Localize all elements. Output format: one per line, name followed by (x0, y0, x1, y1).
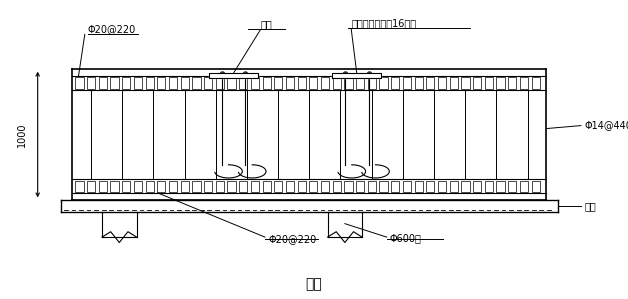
Bar (508, 181, 516, 192)
Bar (426, 181, 435, 192)
Bar (146, 77, 154, 89)
Bar (75, 181, 84, 192)
Bar (333, 77, 341, 89)
Bar (239, 181, 247, 192)
Bar (122, 181, 131, 192)
Bar (379, 77, 387, 89)
Bar (204, 77, 212, 89)
Bar (344, 181, 352, 192)
Bar (157, 77, 165, 89)
Bar (227, 181, 236, 192)
Bar (216, 77, 224, 89)
Bar (251, 77, 259, 89)
Bar (263, 77, 271, 89)
Bar (263, 181, 271, 192)
Text: 四组地脚螺栓（16根）: 四组地脚螺栓（16根） (351, 18, 416, 28)
Text: Φ20@220: Φ20@220 (88, 24, 136, 34)
Bar (485, 77, 493, 89)
Bar (111, 77, 119, 89)
Bar (204, 181, 212, 192)
Bar (134, 181, 142, 192)
Bar (298, 181, 306, 192)
Bar (508, 77, 516, 89)
Bar (414, 181, 423, 192)
Bar (403, 77, 411, 89)
Bar (286, 77, 294, 89)
Bar (356, 181, 364, 192)
Bar (531, 181, 539, 192)
Bar (99, 77, 107, 89)
Bar (321, 77, 329, 89)
Bar (462, 181, 470, 192)
Bar (403, 181, 411, 192)
Text: Φ20@220: Φ20@220 (268, 234, 317, 244)
Bar (157, 181, 165, 192)
Bar (192, 181, 200, 192)
Bar (333, 181, 341, 192)
Bar (274, 77, 283, 89)
Text: Φ600桦: Φ600桦 (390, 234, 422, 244)
Bar (181, 77, 189, 89)
Bar (146, 181, 154, 192)
Bar (520, 77, 528, 89)
Bar (473, 77, 481, 89)
Text: Φ14@440: Φ14@440 (584, 120, 628, 131)
Bar (239, 77, 247, 89)
Bar (169, 181, 177, 192)
Polygon shape (332, 73, 381, 78)
Bar (391, 181, 399, 192)
Text: 垫层: 垫层 (584, 201, 596, 211)
Bar (438, 77, 446, 89)
Bar (216, 181, 224, 192)
Bar (251, 181, 259, 192)
Bar (356, 77, 364, 89)
Bar (181, 181, 189, 192)
Bar (169, 77, 177, 89)
Bar (485, 181, 493, 192)
Bar (274, 181, 283, 192)
Bar (496, 77, 505, 89)
Bar (368, 77, 376, 89)
Polygon shape (209, 73, 258, 78)
Bar (391, 77, 399, 89)
Bar (438, 181, 446, 192)
Bar (99, 181, 107, 192)
Bar (75, 77, 84, 89)
Bar (450, 77, 458, 89)
Text: 垫板: 垫板 (261, 19, 273, 29)
Bar (192, 77, 200, 89)
Bar (520, 181, 528, 192)
Bar (473, 181, 481, 192)
Bar (122, 77, 131, 89)
Bar (87, 77, 95, 89)
Bar (298, 77, 306, 89)
Bar (496, 181, 505, 192)
Bar (111, 181, 119, 192)
Bar (531, 77, 539, 89)
Bar (321, 181, 329, 192)
Text: 1000: 1000 (17, 122, 27, 147)
Bar (414, 77, 423, 89)
Bar (379, 181, 387, 192)
Bar (368, 181, 376, 192)
Bar (310, 77, 318, 89)
Bar (286, 181, 294, 192)
Bar (462, 77, 470, 89)
Bar (87, 181, 95, 192)
Text: 图一: 图一 (306, 277, 322, 291)
Bar (227, 77, 236, 89)
Bar (426, 77, 435, 89)
Bar (450, 181, 458, 192)
Bar (310, 181, 318, 192)
Bar (134, 77, 142, 89)
Bar (344, 77, 352, 89)
